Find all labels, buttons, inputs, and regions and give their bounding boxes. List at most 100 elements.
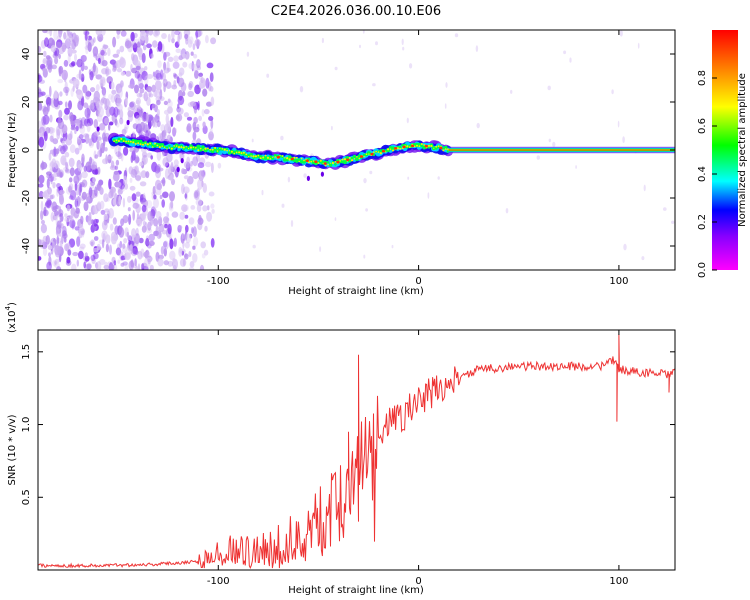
heatmap-noise-blob bbox=[38, 136, 45, 148]
heatmap-noise-blob bbox=[64, 151, 70, 158]
heatmap-noise-blob bbox=[161, 229, 167, 235]
heatmap-noise-blob bbox=[41, 116, 47, 126]
ridge-blob bbox=[252, 155, 255, 158]
ridge-blob bbox=[350, 156, 354, 160]
heatmap-noise-blob bbox=[183, 175, 189, 180]
heatmap-noise-blob bbox=[79, 183, 83, 193]
ridge-blob bbox=[203, 148, 208, 153]
heatmap-noise-blob bbox=[80, 73, 85, 82]
heatmap-noise-blob bbox=[153, 194, 157, 200]
ridge-blob bbox=[146, 143, 149, 146]
heatmap-noise-blob bbox=[41, 241, 48, 250]
ridge-blob bbox=[293, 156, 296, 159]
heatmap-noise-blob bbox=[129, 185, 136, 191]
heatmap-noise-blob bbox=[48, 173, 55, 182]
heatmap-noise-blob bbox=[46, 56, 53, 67]
heatmap-speckle bbox=[445, 82, 448, 88]
spectrogram-ytick-label: -40 bbox=[21, 238, 32, 254]
heatmap-noise-blob bbox=[148, 233, 155, 242]
heatmap-noise-blob bbox=[173, 74, 178, 79]
heatmap-noise-blob bbox=[145, 112, 149, 124]
heatmap-noise-blob bbox=[100, 76, 106, 84]
ridge-blob bbox=[430, 144, 433, 148]
heatmap-noise-blob bbox=[140, 170, 147, 179]
heatmap-speckle bbox=[359, 44, 361, 49]
heatmap-noise-blob bbox=[123, 126, 128, 134]
heatmap-noise-blob bbox=[95, 219, 99, 223]
heatmap-noise-blob bbox=[56, 183, 61, 189]
heatmap-noise-blob bbox=[139, 88, 145, 94]
heatmap-noise-blob bbox=[146, 30, 149, 37]
heatmap-noise-blob bbox=[93, 247, 99, 253]
ridge-core bbox=[323, 162, 327, 165]
heatmap-noise-blob bbox=[83, 165, 88, 173]
heatmap-noise-blob bbox=[96, 261, 102, 270]
heatmap-noise-blob bbox=[154, 80, 162, 91]
heatmap-noise-blob bbox=[115, 60, 122, 69]
heatmap-noise-blob bbox=[129, 243, 133, 255]
heatmap-noise-blob bbox=[40, 200, 44, 212]
heatmap-noise-blob bbox=[50, 45, 56, 53]
snr-multiplier-close: ) bbox=[7, 302, 18, 306]
ridge-blob bbox=[168, 144, 171, 148]
heatmap-noise-blob bbox=[189, 101, 197, 107]
heatmap-noise-blob bbox=[141, 157, 146, 166]
heatmap-noise-blob bbox=[185, 38, 189, 45]
heatmap-noise-blob bbox=[74, 128, 77, 135]
heatmap-noise-blob bbox=[153, 30, 160, 38]
spectrogram-ylabel: Frequency (Hz) bbox=[7, 112, 18, 188]
heatmap-noise-blob bbox=[56, 235, 60, 246]
heatmap-noise-blob bbox=[124, 40, 132, 49]
heatmap-noise-blob bbox=[135, 265, 139, 270]
ridge-blob bbox=[269, 158, 272, 160]
heatmap-noise-blob bbox=[61, 140, 66, 146]
heatmap-noise-blob bbox=[187, 90, 194, 98]
snr-multiplier-exponent: 4 bbox=[4, 305, 12, 310]
ridge-blob bbox=[228, 150, 231, 152]
heatmap-noise-blob bbox=[68, 100, 72, 110]
heatmap-noise-blob bbox=[152, 185, 156, 195]
heatmap-noise-blob bbox=[165, 113, 169, 125]
heatmap-noise-blob bbox=[104, 147, 108, 152]
ridge-blob bbox=[358, 157, 361, 160]
heatmap-noise-blob bbox=[83, 65, 88, 70]
heatmap-noise-blob bbox=[141, 70, 148, 81]
heatmap-speckle bbox=[369, 170, 373, 175]
heatmap-noise-blob bbox=[160, 246, 164, 255]
heatmap-speckle bbox=[375, 41, 378, 46]
colorbar-label: Normalized spectral amplitude bbox=[737, 73, 748, 227]
heatmap-noise-blob bbox=[84, 133, 90, 144]
heatmap-noise-blob bbox=[50, 175, 53, 185]
heatmap-noise-blob bbox=[210, 96, 215, 106]
spectrogram-ticks: -100 0 100 -40 -20 0 20 40 bbox=[21, 30, 675, 287]
heatmap-speckle bbox=[402, 46, 405, 51]
heatmap-noise-blob bbox=[114, 181, 122, 188]
heatmap-noise-blob bbox=[78, 199, 82, 204]
heatmap-noise-blob bbox=[173, 159, 179, 167]
heatmap-noise-blob bbox=[40, 223, 48, 234]
heatmap-noise-blob bbox=[198, 30, 203, 36]
ridge-blob bbox=[398, 146, 402, 149]
heatmap-speckle bbox=[617, 120, 620, 128]
heatmap-noise-blob bbox=[146, 43, 152, 49]
heatmap-speckle bbox=[454, 33, 459, 38]
ridge-blob bbox=[262, 156, 265, 159]
ridge-core bbox=[439, 146, 443, 150]
ridge-blob bbox=[387, 148, 390, 151]
heatmap-noise-blob bbox=[104, 117, 110, 125]
heatmap-noise-blob bbox=[208, 116, 214, 121]
ridge-blob bbox=[362, 153, 366, 157]
heatmap-noise-blob bbox=[163, 247, 167, 257]
heatmap-noise-blob bbox=[64, 243, 70, 252]
heatmap-noise-blob bbox=[79, 60, 85, 66]
heatmap-noise-blob bbox=[112, 217, 117, 225]
ridge-blob bbox=[442, 149, 445, 152]
heatmap-noise-blob bbox=[112, 53, 120, 58]
ridge-blob bbox=[444, 145, 448, 150]
ridge-blob bbox=[434, 146, 438, 150]
heatmap-noise-blob bbox=[188, 83, 193, 91]
heatmap-noise-blob bbox=[72, 251, 79, 257]
ridge-core bbox=[336, 160, 340, 164]
ridge-speckle bbox=[306, 175, 310, 181]
heatmap-noise-blob bbox=[72, 85, 75, 92]
